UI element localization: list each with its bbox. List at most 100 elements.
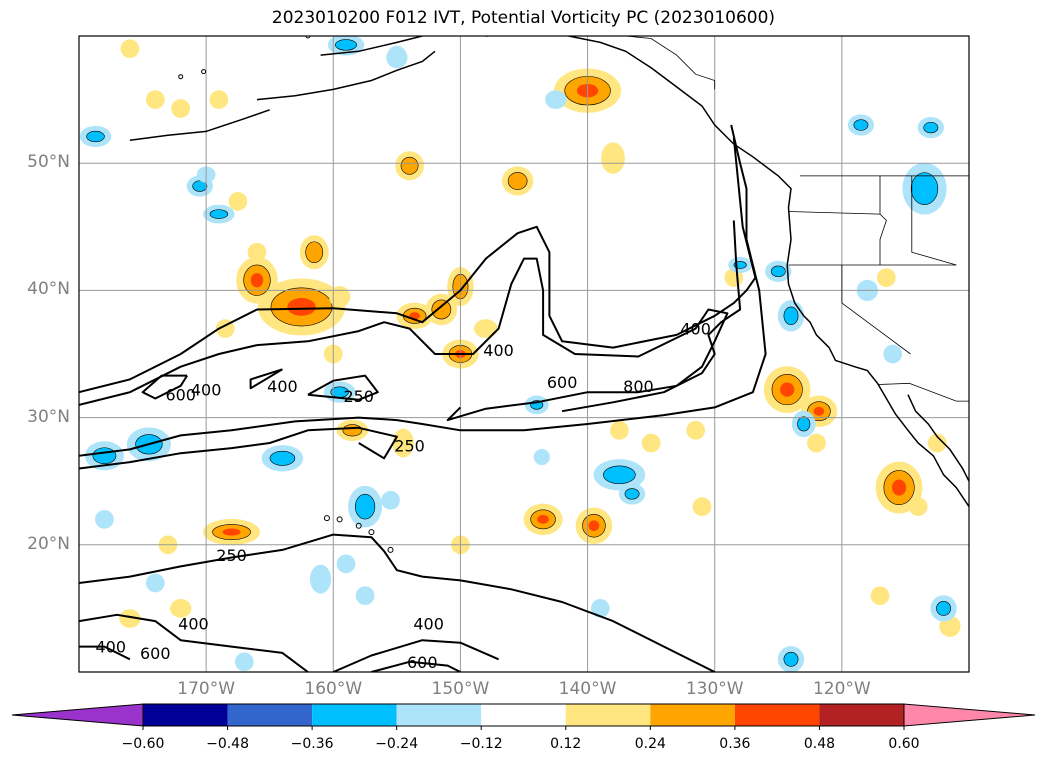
coastlines	[129, 36, 969, 553]
pv-positive-region	[209, 90, 229, 109]
island	[305, 36, 311, 39]
pv-positive-region	[171, 99, 191, 118]
pv-negative-core	[783, 651, 799, 667]
pv-positive-region	[392, 428, 414, 458]
island	[387, 546, 394, 553]
colorbar-swatch	[565, 704, 651, 726]
pv-positive-core	[342, 424, 363, 437]
pv-positive-region	[692, 497, 712, 516]
pv-positive-core	[431, 299, 452, 320]
ivt-contour-line	[79, 426, 398, 470]
ivt-contour-label: 600	[547, 373, 578, 392]
pv-negative-core	[86, 130, 105, 143]
ivt-contour-label: 400	[267, 377, 298, 396]
colorbar-swatch	[227, 704, 313, 726]
ivt-contour-label: 600	[407, 653, 438, 672]
pv-positive-region	[610, 420, 629, 440]
island	[355, 522, 362, 529]
pv-negative-core	[923, 121, 939, 134]
coastline	[256, 50, 436, 101]
colorbar-tick-label: −0.48	[206, 736, 249, 752]
pv-positive-region	[807, 433, 826, 453]
colorbar-frame	[142, 703, 905, 727]
pv-negative-region	[545, 90, 567, 109]
political-border	[841, 265, 911, 355]
pv-negative-region	[533, 448, 550, 466]
lon-label: 170°W	[177, 679, 236, 699]
pv-negative-core	[209, 209, 229, 219]
pv-positive-region	[908, 497, 928, 516]
island	[368, 529, 375, 536]
colorbar-swatch	[143, 704, 228, 726]
coastline	[907, 394, 969, 482]
colorbar-extend-min	[11, 703, 144, 727]
colorbar-tick-label: −0.24	[375, 736, 419, 752]
pv-positive-max	[813, 406, 825, 416]
pv-negative-region	[590, 599, 610, 618]
colorbar-swatch	[481, 704, 566, 726]
colorbar-swatch	[312, 704, 397, 726]
pv-positive-region	[170, 599, 192, 618]
political-border	[878, 382, 969, 402]
pv-negative-core	[624, 488, 640, 500]
pv-positive-region	[228, 192, 248, 211]
colorbar	[11, 703, 1036, 730]
lat-label: 20°N	[27, 533, 70, 554]
pv-negative-region	[883, 344, 903, 364]
graticule	[79, 36, 969, 672]
pv-negative-region	[95, 510, 114, 529]
ivt-contour-line	[79, 257, 729, 422]
pv-positive-region	[870, 586, 890, 606]
ivt-contour-label: 400	[96, 638, 127, 657]
pv-negative-core	[910, 172, 939, 205]
lat-label: 50°N	[27, 152, 70, 173]
colorbar-swatch	[734, 704, 820, 726]
ivt-contour-label: 250	[343, 387, 374, 406]
pv-negative-core	[603, 465, 636, 485]
colorbar-swatch	[396, 704, 482, 726]
ivt-contour-line	[307, 374, 379, 401]
pv-negative-region	[381, 490, 400, 510]
colorbar-tick-label: 0.60	[888, 736, 920, 752]
lon-label: 130°W	[685, 679, 744, 699]
ivt-contour-line	[79, 137, 757, 394]
lat-label: 40°N	[27, 279, 70, 300]
pv-positive-region	[329, 286, 351, 308]
pv-negative-core	[192, 180, 208, 192]
lon-label: 160°W	[304, 679, 363, 699]
map-frame	[78, 35, 970, 673]
pv-positive-core	[305, 241, 324, 264]
pv-negative-region	[234, 652, 254, 672]
pv-positive-region	[601, 142, 625, 174]
political-border	[625, 36, 716, 90]
ivt-contours	[79, 124, 767, 672]
pv-negative-core	[797, 416, 811, 432]
coastline	[485, 36, 969, 508]
pv-negative-core	[92, 447, 117, 465]
pv-negative-core	[770, 265, 786, 277]
colorbar-tick-label: −0.12	[459, 736, 503, 752]
pv-positive-max	[891, 479, 907, 496]
pv-positive-max	[222, 528, 241, 536]
ivt-contour-line	[249, 368, 283, 390]
pv-negative-core	[783, 306, 799, 326]
pv-positive-max	[250, 273, 264, 288]
pv-negative-region	[336, 554, 356, 574]
pv-positive-region	[927, 433, 947, 453]
pv-positive-region	[119, 609, 141, 628]
ivt-contour-label: 800	[623, 377, 654, 396]
pv-positive-region	[686, 420, 706, 440]
coastline	[320, 36, 423, 56]
pv-positive-region	[247, 242, 267, 262]
pv-negative-region	[387, 45, 407, 65]
ivt-contour-label: 400	[191, 381, 222, 400]
ivt-contour-label: 600	[140, 644, 171, 663]
colorbar-tick-label: 0.48	[803, 736, 836, 752]
ivt-contour-line	[79, 613, 309, 672]
island	[201, 69, 207, 75]
pv-positive-region	[145, 90, 165, 109]
ivt-contour-line	[79, 124, 767, 457]
colorbar-swatch	[819, 704, 904, 726]
colorbar-tick-label: −0.60	[121, 736, 165, 752]
